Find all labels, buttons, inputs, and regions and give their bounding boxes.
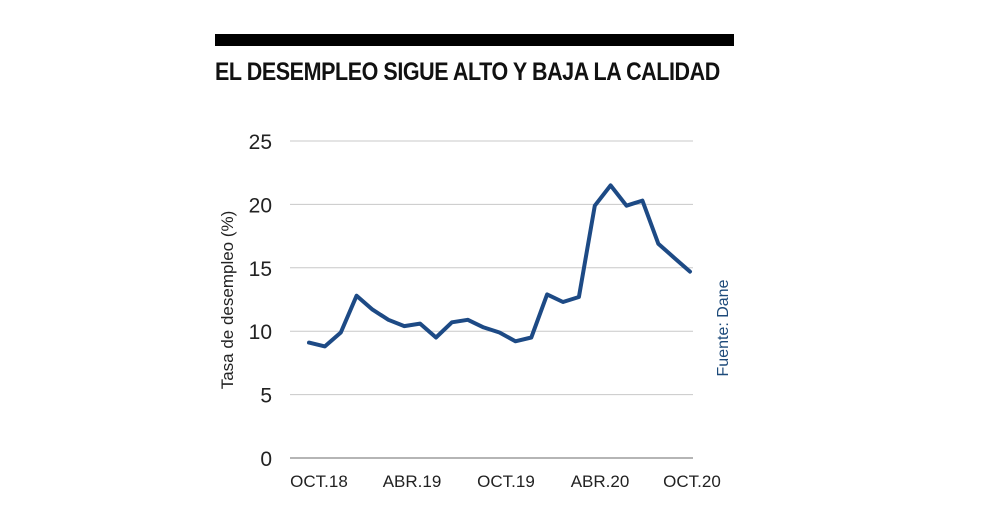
y-tick-label: 0 (260, 448, 272, 471)
y-tick-label: 15 (249, 258, 272, 281)
x-tick-label: ABR.19 (383, 472, 442, 491)
chart-title: EL DESEMPLEO SIGUE ALTO Y BAJA LA CALIDA… (215, 58, 720, 86)
x-tick-label: OCT.19 (477, 472, 535, 491)
y-tick-label: 20 (249, 194, 272, 217)
gridlines (290, 140, 693, 459)
y-tick-label: 5 (260, 385, 272, 408)
x-axis-ticks: OCT.18 ABR.19 OCT.19 ABR.20 OCT.20 (290, 472, 721, 491)
x-tick-label: OCT.18 (290, 472, 348, 491)
y-axis-label: Tasa de desempleo (%) (218, 211, 237, 390)
y-tick-label: 25 (249, 131, 272, 154)
header-rule (215, 34, 734, 46)
x-tick-label: OCT.20 (663, 472, 721, 491)
unemployment-line (307, 183, 692, 349)
y-tick-label: 10 (249, 321, 272, 344)
source-label: Fuente: Dane (715, 279, 732, 376)
x-tick-label: ABR.20 (571, 472, 630, 491)
y-axis-ticks: 0 5 10 15 20 25 (249, 131, 272, 471)
